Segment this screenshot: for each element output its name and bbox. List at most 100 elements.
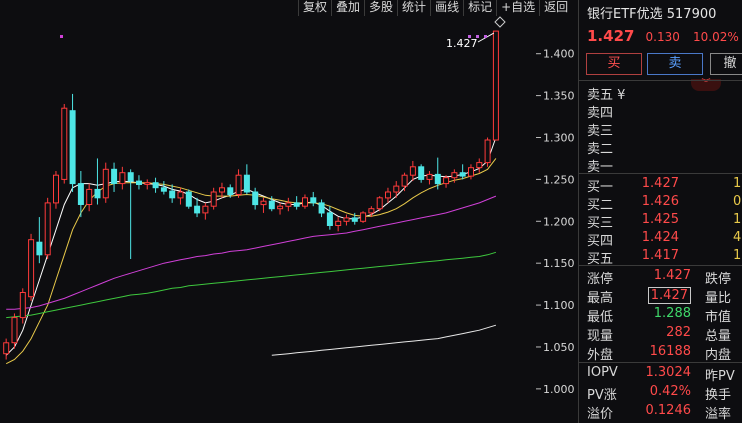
candle bbox=[3, 338, 10, 360]
moving-average-line bbox=[271, 324, 497, 356]
candle bbox=[368, 206, 375, 218]
y-tick-label: 1.100 bbox=[543, 299, 575, 312]
candle bbox=[61, 103, 68, 184]
kline-chart-area[interactable]: 1.000 1.050 1.100 1.150 1.200 1.250 1.300 1.350… bbox=[0, 0, 578, 423]
quote-panel: 银行ETF优选 517900 1.427 0.130 10.02% 买 卖 撤 … bbox=[578, 0, 742, 423]
marker-dot bbox=[476, 35, 479, 38]
candle bbox=[94, 158, 101, 205]
toolbar-add-watchlist-button[interactable]: +自选 bbox=[496, 0, 539, 16]
last-price: 1.427 bbox=[587, 27, 635, 45]
order-book-ask-row: 卖四 bbox=[587, 106, 614, 121]
y-tick-label: 1.300 bbox=[543, 131, 575, 144]
candle bbox=[443, 175, 450, 188]
annotations: 1.427 bbox=[60, 16, 506, 50]
chart-toolbar: 复权 叠加 多股 统计 画线 标记 +自选 返回 bbox=[298, 0, 578, 16]
candle bbox=[152, 177, 159, 193]
price-axis: 1.000 1.050 1.100 1.150 1.200 1.250 1.300 1.350… bbox=[536, 48, 575, 396]
candle bbox=[252, 187, 259, 210]
candle bbox=[285, 197, 292, 212]
candle bbox=[418, 164, 425, 183]
y-tick-label: 1.400 bbox=[543, 48, 575, 61]
price-change: 0.130 bbox=[645, 30, 680, 44]
candle bbox=[86, 183, 93, 212]
candle bbox=[277, 202, 284, 215]
order-book-ask-row: 卖三 bbox=[587, 124, 614, 139]
toolbar-stats-button[interactable]: 统计 bbox=[397, 0, 430, 16]
toolbar-back-button[interactable]: 返回 bbox=[539, 0, 572, 16]
candle bbox=[318, 199, 325, 218]
candle bbox=[243, 164, 250, 195]
candle bbox=[385, 187, 391, 203]
order-book-bid-row: 买二 1.426 0. bbox=[587, 194, 742, 213]
toolbar-overlay-button[interactable]: 叠加 bbox=[331, 0, 364, 16]
buy-button[interactable]: 买 bbox=[586, 53, 642, 75]
candle bbox=[77, 171, 84, 218]
candle bbox=[476, 158, 483, 173]
candle bbox=[53, 171, 59, 209]
kline-chart[interactable]: 1.000 1.050 1.100 1.150 1.200 1.250 1.300 1.350… bbox=[0, 0, 578, 423]
y-tick-label: 1.000 bbox=[543, 383, 575, 396]
candle bbox=[136, 175, 142, 190]
stat-row-low: 最低 1.288 市值 bbox=[587, 306, 732, 325]
candle bbox=[451, 169, 458, 183]
candle bbox=[360, 211, 367, 223]
candle bbox=[28, 233, 35, 301]
order-book-bid-row: 买四 1.424 4. bbox=[587, 230, 742, 249]
y-tick-label: 1.150 bbox=[543, 257, 575, 270]
moving-average-line bbox=[6, 195, 497, 310]
candle bbox=[19, 288, 26, 324]
candle bbox=[36, 217, 43, 264]
toolbar-draw-line-button[interactable]: 画线 bbox=[430, 0, 463, 16]
candle bbox=[409, 160, 416, 182]
stat-row-high: 最高 1.427 量比 bbox=[587, 287, 732, 306]
candle bbox=[119, 166, 126, 190]
candle bbox=[169, 184, 176, 203]
y-tick-label: 1.050 bbox=[543, 341, 575, 354]
toolbar-multi-stock-button[interactable]: 多股 bbox=[364, 0, 397, 16]
toolbar-fuquan-button[interactable]: 复权 bbox=[298, 0, 331, 16]
stat-row-pv-change: PV涨 0.42% 换手 bbox=[587, 384, 732, 403]
candle bbox=[434, 157, 441, 190]
candle bbox=[11, 313, 18, 349]
sell-button[interactable]: 卖 bbox=[647, 53, 703, 75]
divider bbox=[579, 173, 742, 174]
candle bbox=[260, 197, 267, 213]
candle bbox=[343, 214, 350, 226]
price-change-pct: 10.02% bbox=[693, 30, 739, 44]
order-book-bid-row: 买五 1.417 11. bbox=[587, 248, 742, 267]
stat-row-current-volume: 现量 282 总量 bbox=[587, 325, 732, 344]
divider bbox=[579, 80, 742, 81]
candle bbox=[210, 187, 217, 210]
high-price-annotation: 1.427 bbox=[446, 37, 478, 50]
y-tick-label: 1.350 bbox=[543, 90, 575, 103]
y-tick-label: 1.250 bbox=[543, 173, 575, 186]
candle bbox=[102, 162, 109, 203]
order-book-ask-row: 卖二 bbox=[587, 142, 614, 157]
candle bbox=[326, 206, 333, 230]
candle bbox=[492, 30, 499, 141]
candle bbox=[194, 197, 201, 218]
candles bbox=[3, 30, 499, 360]
security-title: 银行ETF优选 517900 bbox=[587, 7, 717, 22]
candle bbox=[69, 93, 76, 192]
stat-row-iopv: IOPV 1.3024 昨PV bbox=[587, 365, 735, 384]
candle bbox=[177, 187, 184, 205]
divider bbox=[579, 265, 742, 266]
moving-average-line bbox=[5, 137, 497, 356]
candle bbox=[202, 202, 209, 220]
candle bbox=[44, 197, 51, 259]
candle bbox=[185, 189, 192, 209]
chevron-down-icon[interactable]: ︾ bbox=[691, 79, 721, 91]
candle bbox=[335, 217, 342, 232]
stat-row-outer-volume: 外盘 16188 内盘 bbox=[587, 344, 732, 363]
divider bbox=[579, 362, 742, 363]
candle bbox=[293, 196, 300, 210]
marker-dot bbox=[60, 35, 63, 38]
candle bbox=[393, 181, 400, 198]
candle bbox=[302, 194, 308, 209]
candle bbox=[468, 164, 474, 180]
order-book-ask-row: 卖一 bbox=[587, 160, 614, 175]
cancel-order-button[interactable]: 撤 bbox=[710, 53, 742, 75]
toolbar-mark-button[interactable]: 标记 bbox=[463, 0, 496, 16]
candle bbox=[160, 181, 167, 195]
